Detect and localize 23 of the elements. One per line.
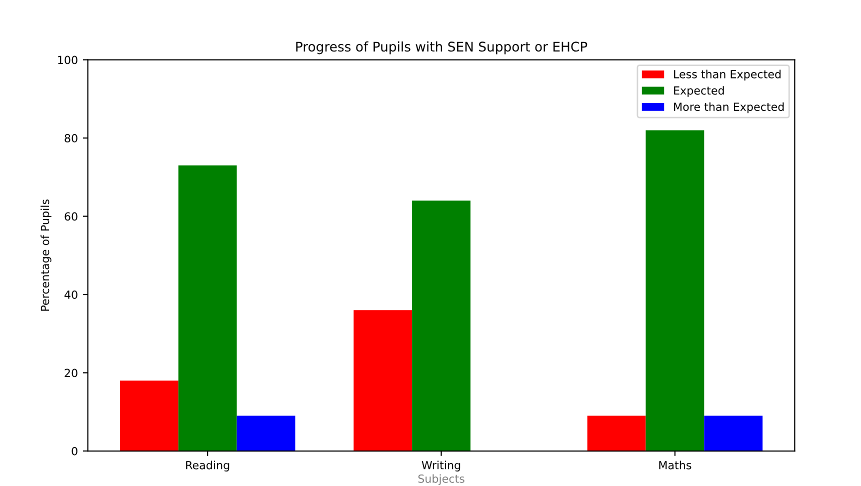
bar <box>178 165 237 452</box>
legend-label: Expected <box>674 86 724 97</box>
x-tick-label: Maths <box>659 460 692 470</box>
bar <box>236 416 296 452</box>
y-tick-label: 100 <box>58 56 78 64</box>
chart-title: Progress of Pupils with SEN Support or EHCP <box>296 41 588 54</box>
bar <box>120 380 178 452</box>
y-axis-title: Percentage of Pupils <box>40 200 52 311</box>
y-tick-label: 60 <box>64 212 78 221</box>
legend-label: More than Expected <box>674 102 784 114</box>
bar <box>354 310 412 452</box>
y-tick-label: 20 <box>64 368 78 378</box>
x-tick-label: Writing <box>422 460 460 472</box>
y-tick-label: 0 <box>72 446 78 456</box>
y-tick-label: 80 <box>64 134 78 142</box>
x-axis-title: Subjects <box>418 474 464 486</box>
bar <box>587 416 646 452</box>
bar <box>412 200 470 452</box>
bar <box>704 416 763 452</box>
y-tick-label: 40 <box>64 290 78 299</box>
bar <box>646 130 704 452</box>
legend-label: Less than Expected <box>674 70 781 81</box>
x-tick-label: Reading <box>186 460 230 472</box>
